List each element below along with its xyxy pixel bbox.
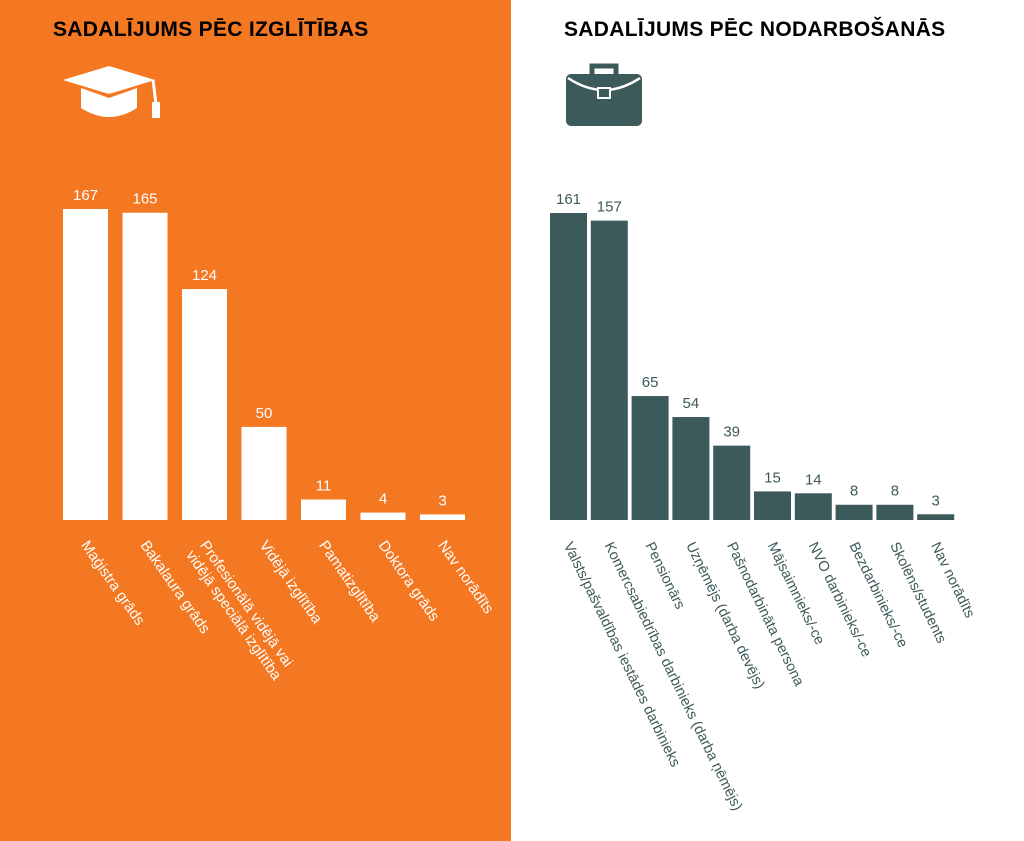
data-label: 8 — [891, 483, 899, 500]
data-label: 39 — [723, 424, 740, 441]
data-label: 50 — [256, 405, 273, 422]
bar — [835, 504, 873, 520]
data-label: 54 — [683, 395, 700, 412]
data-label: 4 — [379, 491, 387, 508]
data-label: 3 — [438, 492, 446, 509]
category-label: Pamatizglītība — [315, 538, 384, 626]
data-label: 165 — [132, 191, 157, 208]
occupation-panel: SADALĪJUMS PĒC NODARBOŠANĀS 161 Valsts/pa… — [511, 0, 1024, 841]
bar — [550, 213, 587, 520]
bar — [876, 504, 914, 520]
education-panel: SADALĪJUMS PĒC IZGLĪTĪBAS 167 Maģistra gr… — [0, 0, 511, 841]
category-label: Uzņēmējs (darba devējs) — [682, 540, 767, 692]
category-label: Nav norādīts — [434, 538, 497, 617]
bar — [301, 499, 346, 520]
bar — [420, 514, 465, 520]
data-label: 11 — [316, 478, 332, 495]
bar — [672, 417, 710, 520]
bar — [631, 396, 669, 520]
data-label: 15 — [764, 469, 781, 486]
bar — [63, 209, 108, 520]
bar — [182, 289, 227, 520]
data-label: 65 — [642, 374, 659, 391]
data-label: 8 — [850, 483, 858, 500]
data-label: 161 — [556, 191, 581, 208]
bar — [360, 512, 406, 520]
bar — [917, 514, 955, 520]
bar — [241, 426, 287, 520]
data-label: 3 — [932, 492, 940, 509]
category-label: Pašnodarbināta persona — [723, 540, 807, 690]
category-label: Doktora grāds — [375, 538, 443, 625]
bar — [590, 220, 628, 521]
bar — [122, 212, 168, 520]
education-title: SADALĪJUMS PĒC IZGLĪTĪBAS — [53, 18, 369, 41]
graduation-cap-icon — [53, 62, 173, 129]
bar — [754, 491, 791, 520]
briefcase-icon — [564, 62, 644, 133]
data-label: 14 — [805, 471, 822, 488]
category-label: Maģistra grāds — [77, 538, 148, 629]
data-label: 157 — [597, 199, 622, 216]
data-label: 167 — [73, 187, 98, 204]
bar — [713, 445, 751, 520]
data-label: 124 — [192, 267, 217, 284]
category-label: Vidējā izglītība — [256, 538, 326, 628]
occupation-title: SADALĪJUMS PĒC NODARBOŠANĀS — [564, 18, 946, 41]
bar — [794, 493, 832, 520]
category-label: Pensionārs — [642, 540, 688, 612]
